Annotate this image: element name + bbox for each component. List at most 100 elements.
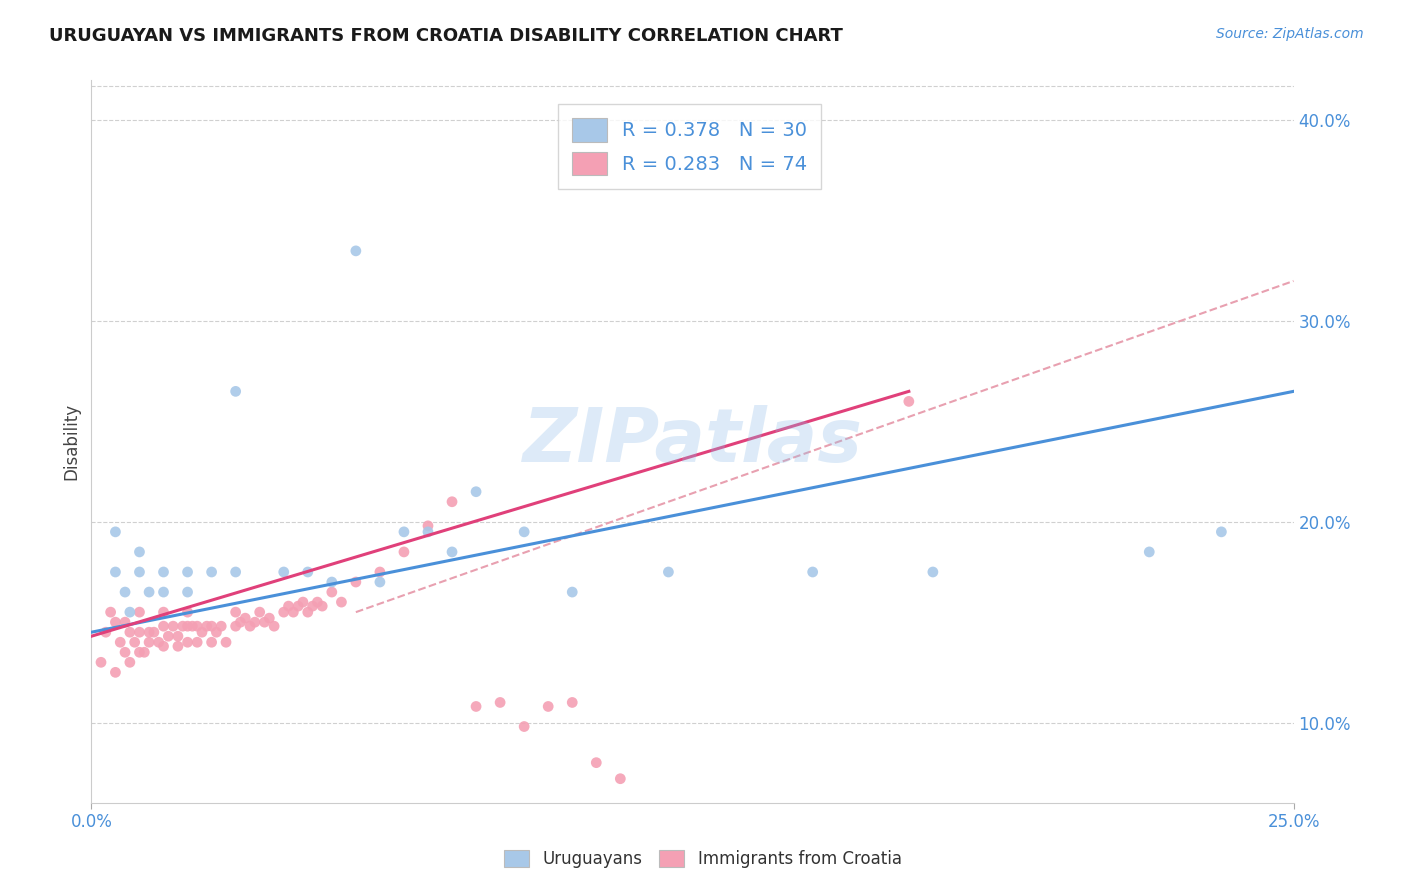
Point [287,599,309,614]
Point [253,615,276,630]
Point [440,545,463,559]
Point [128,605,150,619]
Point [134,645,156,659]
Point [277,599,299,614]
Point [114,645,136,659]
Point [229,615,252,630]
Point [201,635,224,649]
Point [225,384,247,399]
Point [90,655,112,669]
Point [118,625,141,640]
Point [561,696,583,710]
Point [225,605,247,619]
Point [138,635,160,649]
Point [249,605,271,619]
Point [167,629,190,643]
Legend: R = 0.378   N = 30, R = 0.283   N = 74: R = 0.378 N = 30, R = 0.283 N = 74 [558,104,821,189]
Point [273,565,295,579]
Point [321,574,343,589]
Legend: Uruguayans, Immigrants from Croatia: Uruguayans, Immigrants from Croatia [498,843,908,875]
Point [167,639,190,653]
Point [1211,524,1233,539]
Point [201,565,224,579]
Point [561,585,583,599]
Point [330,595,353,609]
Point [291,595,314,609]
Point [114,585,136,599]
Point [259,611,281,625]
Point [176,635,198,649]
Point [138,625,160,640]
Point [465,699,488,714]
Point [225,565,247,579]
Point [110,635,132,649]
Point [201,619,224,633]
Point [176,565,198,579]
Point [186,635,208,649]
Point [233,611,256,625]
Point [176,585,198,599]
Point [209,619,232,633]
Point [239,619,262,633]
Point [191,625,214,640]
Point [128,625,150,640]
Point [176,605,198,619]
Point [128,565,150,579]
Point [801,565,824,579]
Point [657,565,679,579]
Point [195,619,218,633]
Point [104,524,127,539]
Point [118,655,141,669]
Point [1137,545,1160,559]
Point [152,565,174,579]
Point [157,629,180,643]
Point [513,524,536,539]
Point [176,619,198,633]
Point [128,645,150,659]
Point [368,574,391,589]
Point [321,585,343,599]
Point [205,625,228,640]
Point [128,545,150,559]
Text: ZIPatlas: ZIPatlas [523,405,862,478]
Point [273,605,295,619]
Point [118,605,141,619]
Point [344,244,367,258]
Point [148,635,170,649]
Point [152,585,174,599]
Point [94,625,117,640]
Point [104,615,127,630]
Point [392,545,415,559]
Point [609,772,631,786]
Point [215,635,238,649]
Point [585,756,607,770]
Point [181,619,204,633]
Point [283,605,305,619]
Point [114,615,136,630]
Text: URUGUAYAN VS IMMIGRANTS FROM CROATIA DISABILITY CORRELATION CHART: URUGUAYAN VS IMMIGRANTS FROM CROATIA DIS… [49,27,844,45]
Point [162,619,184,633]
Point [100,605,122,619]
Point [297,565,319,579]
Point [392,524,415,539]
Point [152,639,174,653]
Point [922,565,945,579]
Point [243,615,266,630]
Point [172,619,194,633]
Y-axis label: Disability: Disability [62,403,80,480]
Point [368,565,391,579]
Point [263,619,285,633]
Point [416,518,439,533]
Point [104,565,127,579]
Point [152,605,174,619]
Point [186,619,208,633]
Point [142,625,165,640]
Point [124,635,146,649]
Point [440,494,463,508]
Point [416,524,439,539]
Point [297,605,319,619]
Point [489,696,512,710]
Point [537,699,560,714]
Point [465,484,488,499]
Point [311,599,333,614]
